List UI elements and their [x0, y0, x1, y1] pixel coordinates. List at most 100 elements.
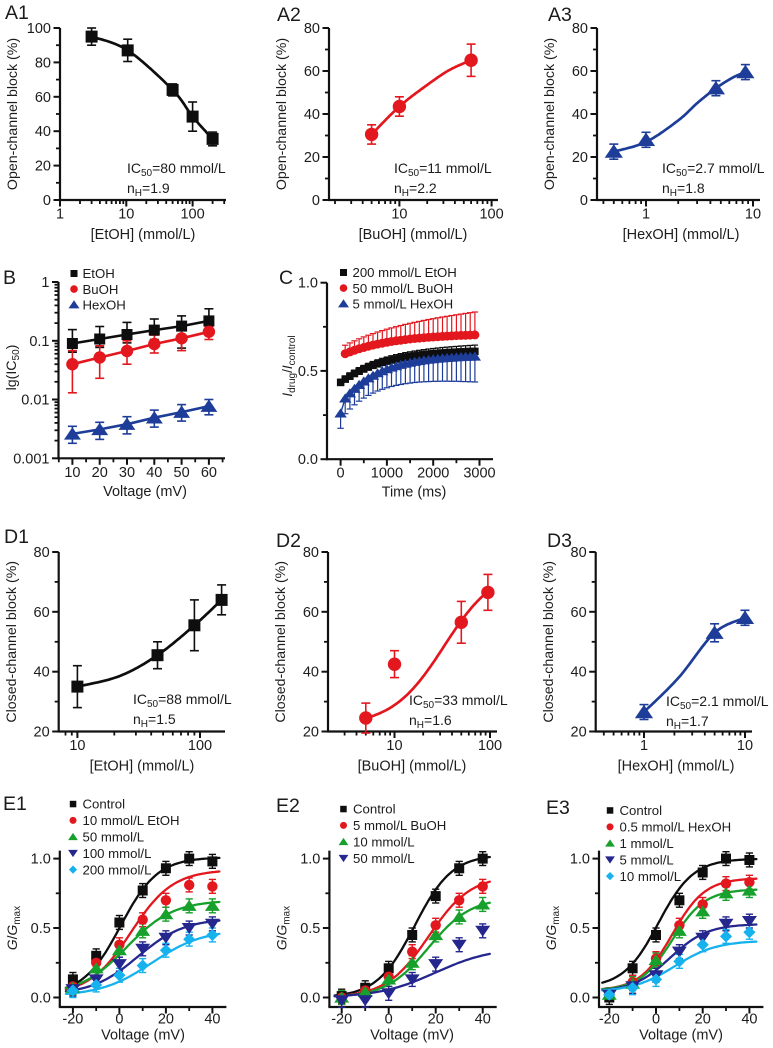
svg-text:Voltage (mV): Voltage (mV): [103, 484, 187, 500]
svg-text:[BuOH] (mmol/L): [BuOH] (mmol/L): [359, 227, 468, 243]
svg-text:20: 20: [35, 159, 51, 175]
svg-text:0.001: 0.001: [13, 451, 49, 467]
svg-text:60: 60: [304, 64, 320, 80]
svg-text:20: 20: [571, 725, 587, 741]
svg-text:D3: D3: [547, 530, 572, 552]
svg-text:Open-channel block (%): Open-channel block (%): [274, 38, 290, 190]
svg-text:40: 40: [304, 107, 320, 123]
svg-text:B: B: [3, 267, 16, 289]
svg-text:Open-channel block (%): Open-channel block (%): [542, 38, 558, 190]
svg-text:1.0: 1.0: [298, 276, 318, 292]
svg-text:-20: -20: [599, 1012, 620, 1028]
svg-text:IC50=80 mmol/L: IC50=80 mmol/L: [127, 160, 226, 179]
svg-text:Closed-channel block (%): Closed-channel block (%): [541, 561, 557, 723]
svg-text:80: 80: [34, 545, 50, 561]
svg-text:2000: 2000: [417, 466, 449, 482]
svg-text:-20: -20: [331, 1012, 352, 1028]
svg-text:[EtOH] (mmol/L): [EtOH] (mmol/L): [91, 227, 196, 243]
svg-text:20: 20: [92, 465, 108, 481]
svg-text:80: 80: [303, 545, 319, 561]
svg-text:50 mmol/L BuOH: 50 mmol/L BuOH: [353, 281, 454, 296]
svg-text:80: 80: [304, 21, 320, 37]
svg-text:IC50=11 mmol/L: IC50=11 mmol/L: [394, 160, 492, 179]
svg-text:40: 40: [571, 665, 587, 681]
svg-text:80: 80: [571, 545, 587, 561]
svg-text:0: 0: [652, 1012, 660, 1028]
svg-text:Voltage (mV): Voltage (mV): [370, 1028, 454, 1044]
svg-text:20: 20: [304, 150, 320, 166]
svg-text:20: 20: [158, 1012, 174, 1028]
svg-text:100: 100: [180, 207, 204, 223]
svg-text:40: 40: [572, 107, 588, 123]
svg-text:0: 0: [312, 193, 320, 209]
svg-text:1: 1: [642, 207, 650, 223]
svg-text:1.0: 1.0: [570, 852, 590, 868]
svg-text:200 mmol/L: 200 mmol/L: [83, 862, 152, 877]
svg-text:0: 0: [337, 466, 345, 482]
svg-text:0.0: 0.0: [570, 991, 590, 1007]
svg-text:10: 10: [391, 207, 407, 223]
svg-text:0: 0: [115, 1012, 123, 1028]
svg-text:0.5: 0.5: [570, 921, 590, 937]
svg-text:50 mmol/L: 50 mmol/L: [353, 851, 415, 866]
svg-text:Closed-channel block (%): Closed-channel block (%): [4, 561, 20, 723]
svg-text:80: 80: [572, 21, 588, 37]
svg-text:40: 40: [146, 465, 162, 481]
svg-text:20: 20: [34, 725, 50, 741]
svg-text:40: 40: [204, 1012, 220, 1028]
svg-text:10 mmol/L EtOH: 10 mmol/L EtOH: [83, 813, 180, 828]
svg-text:100: 100: [27, 21, 51, 37]
svg-text:D1: D1: [4, 526, 29, 548]
svg-text:Closed-channel block (%): Closed-channel block (%): [273, 561, 289, 723]
svg-text:[EtOH] (mmol/L): [EtOH] (mmol/L): [90, 759, 195, 775]
svg-text:Time (ms): Time (ms): [382, 485, 447, 501]
svg-text:Control: Control: [83, 797, 126, 812]
svg-text:10: 10: [745, 207, 761, 223]
svg-text:0.1: 0.1: [29, 334, 49, 350]
svg-text:[BuOH] (mmol/L): [BuOH] (mmol/L): [358, 759, 467, 775]
svg-text:A2: A2: [277, 4, 301, 26]
svg-text:100: 100: [479, 207, 503, 223]
svg-text:60: 60: [571, 605, 587, 621]
svg-text:100 mmol/L: 100 mmol/L: [83, 846, 152, 861]
svg-text:A3: A3: [548, 4, 572, 26]
svg-text:40: 40: [475, 1012, 491, 1028]
svg-text:0.0: 0.0: [300, 991, 320, 1007]
svg-text:E3: E3: [546, 797, 570, 819]
svg-text:1000: 1000: [371, 466, 403, 482]
svg-text:40: 40: [303, 665, 319, 681]
svg-text:20: 20: [572, 150, 588, 166]
svg-text:60: 60: [34, 605, 50, 621]
svg-text:Control: Control: [353, 802, 396, 817]
svg-text:3000: 3000: [463, 466, 495, 482]
svg-text:60: 60: [201, 465, 217, 481]
svg-text:Control: Control: [620, 803, 663, 818]
svg-text:[HexOH] (mmol/L): [HexOH] (mmol/L): [618, 759, 735, 775]
svg-text:Voltage (mV): Voltage (mV): [639, 1028, 723, 1044]
svg-text:IC50=2.1 mmol/L: IC50=2.1 mmol/L: [666, 693, 769, 712]
svg-text:1: 1: [41, 275, 49, 291]
svg-text:0.5: 0.5: [298, 364, 318, 380]
svg-text:0.0: 0.0: [298, 452, 318, 468]
svg-text:10: 10: [737, 738, 753, 754]
svg-text:30: 30: [119, 465, 135, 481]
svg-text:Voltage (mV): Voltage (mV): [101, 1028, 185, 1044]
svg-text:1: 1: [640, 738, 648, 754]
svg-text:BuOH: BuOH: [83, 282, 119, 297]
svg-text:10: 10: [69, 738, 85, 754]
svg-text:Open-channel block (%): Open-channel block (%): [5, 38, 21, 190]
svg-text:60: 60: [303, 605, 319, 621]
svg-text:IC50=33 mmol/L: IC50=33 mmol/L: [409, 692, 508, 711]
svg-text:0.5: 0.5: [300, 921, 320, 937]
svg-text:10 mmol/L: 10 mmol/L: [353, 835, 415, 850]
svg-text:10 mmol/L: 10 mmol/L: [620, 869, 682, 884]
svg-text:20: 20: [303, 725, 319, 741]
svg-text:10: 10: [386, 738, 402, 754]
svg-text:E2: E2: [276, 795, 300, 817]
svg-text:100: 100: [188, 738, 212, 754]
svg-text:IC50=88 mmol/L: IC50=88 mmol/L: [133, 691, 232, 710]
svg-text:1.0: 1.0: [300, 852, 320, 868]
svg-text:10: 10: [118, 207, 134, 223]
svg-text:100: 100: [478, 738, 502, 754]
svg-text:0: 0: [385, 1012, 393, 1028]
